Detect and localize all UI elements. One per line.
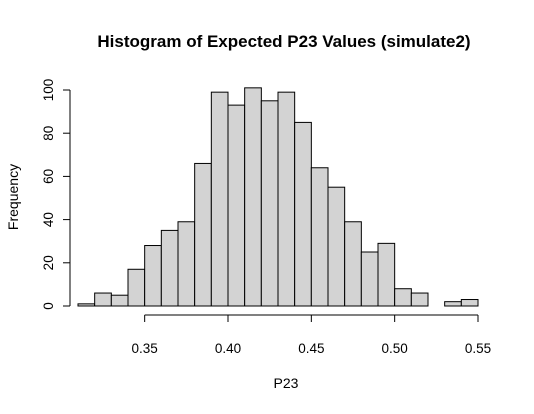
histogram-bar [144, 245, 162, 307]
x-tick-label: 0.50 [382, 341, 408, 356]
x-tick-label: 0.55 [465, 341, 491, 356]
y-tick-label: 60 [41, 169, 56, 184]
histogram-bar [327, 186, 346, 307]
histogram-bar [277, 91, 296, 307]
histogram-bar [444, 301, 462, 307]
y-tick-label: 0 [41, 302, 56, 310]
histogram-bar [394, 288, 412, 307]
histogram-bar [227, 104, 246, 307]
histogram-bar [310, 167, 329, 307]
bars-group [77, 87, 479, 307]
histogram-bar [94, 292, 112, 307]
y-axis: 0 20 40 60 80 100 [41, 79, 71, 310]
histogram-bar [460, 299, 479, 307]
histogram-bar [177, 221, 196, 307]
histogram-bar [194, 162, 212, 307]
histogram-bar [344, 221, 362, 307]
histogram-bar [77, 303, 96, 307]
histogram-bar [110, 294, 129, 307]
x-tick-label: 0.40 [215, 341, 241, 356]
histogram-bar [127, 268, 146, 307]
x-axis-label: P23 [274, 375, 299, 391]
y-axis-label: Frequency [5, 164, 21, 230]
histogram-bar [260, 100, 279, 307]
histogram-bar [294, 121, 312, 307]
x-tick-label: 0.45 [298, 341, 324, 356]
histogram-bar [244, 87, 262, 307]
y-tick-label: 40 [41, 212, 56, 227]
y-tick-label: 20 [41, 255, 56, 270]
histogram-bar [160, 229, 179, 307]
chart-title: Histogram of Expected P23 Values (simula… [97, 32, 470, 51]
x-axis: 0.35 0.40 0.45 0.50 0.55 [132, 314, 491, 356]
y-tick-label: 80 [41, 126, 56, 141]
histogram-bar [410, 292, 429, 307]
histogram-bar [360, 251, 379, 307]
x-tick-label: 0.35 [132, 341, 158, 356]
histogram-bar [210, 91, 229, 307]
histogram-bar [377, 242, 396, 307]
y-tick-label: 100 [41, 79, 56, 102]
